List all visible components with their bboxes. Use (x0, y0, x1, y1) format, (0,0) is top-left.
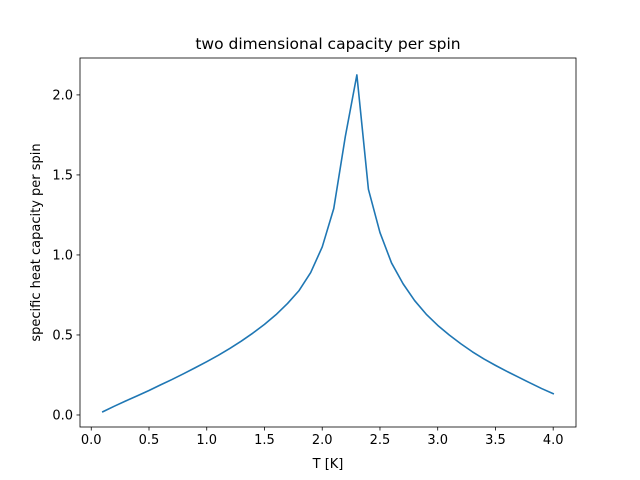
y-tick-label: 0.5 (52, 328, 73, 343)
y-tick-label: 1.0 (52, 248, 73, 263)
y-tick-label: 1.5 (52, 168, 73, 183)
plot-frame (79, 57, 577, 428)
plot-area (80, 58, 576, 427)
x-tick-label: 3.5 (485, 433, 506, 448)
x-tick-label: 0.0 (81, 433, 102, 448)
series-line (101, 74, 555, 413)
x-tick-label: 1.0 (196, 433, 217, 448)
x-tick-label: 2.5 (370, 433, 391, 448)
series-layer (101, 74, 555, 413)
x-axis-label: T [K] (312, 457, 344, 472)
x-tick-label: 0.5 (139, 433, 160, 448)
y-tick-label: 2.0 (52, 88, 73, 103)
y-tick-label: 0.0 (52, 408, 73, 423)
chart-title: two dimensional capacity per spin (195, 35, 460, 53)
y-axis-label: specific heat capacity per spin (29, 143, 44, 341)
x-tick-label: 2.0 (312, 433, 333, 448)
x-tick-label: 4.0 (543, 433, 564, 448)
x-tick-label: 3.0 (427, 433, 448, 448)
x-tick-label: 1.5 (254, 433, 275, 448)
x-axis-ticks: 0.0 0.5 1.0 1.5 2.0 2.5 3.0 3.5 4.0 (81, 427, 564, 448)
y-axis-ticks: 0.0 0.5 1.0 1.5 2.0 (52, 88, 80, 423)
